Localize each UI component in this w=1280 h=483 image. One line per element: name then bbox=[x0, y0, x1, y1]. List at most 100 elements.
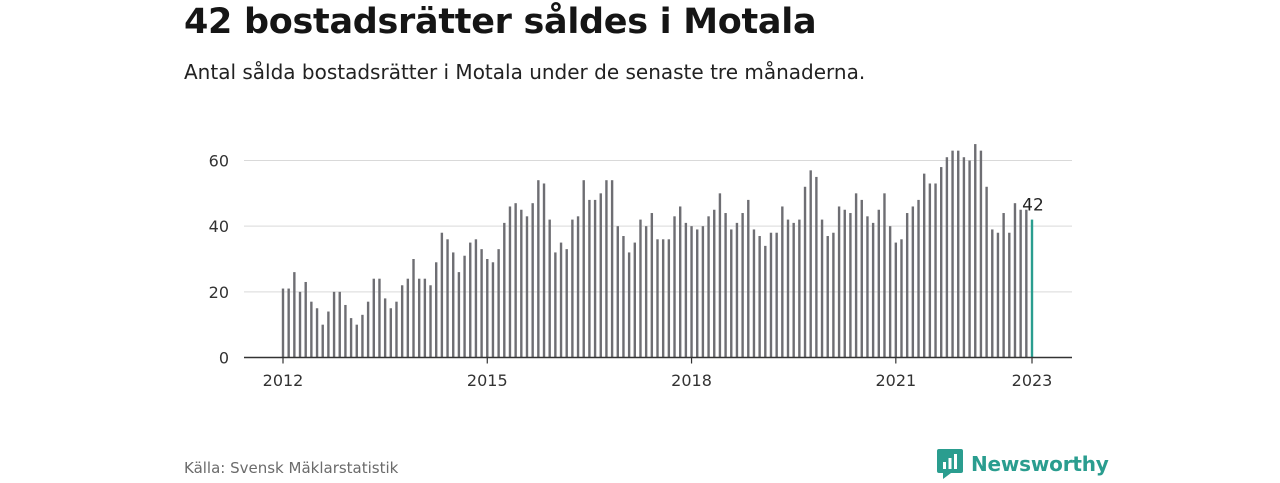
bar bbox=[922, 173, 926, 358]
source-note: Källa: Svensk Mäklarstatistik bbox=[184, 459, 399, 477]
bar bbox=[644, 226, 648, 358]
x-tick-label: 2012 bbox=[263, 371, 304, 390]
bar bbox=[429, 285, 432, 358]
bar bbox=[542, 183, 546, 358]
bar bbox=[593, 199, 597, 358]
bar bbox=[639, 219, 642, 358]
bar-highlight bbox=[1030, 219, 1034, 358]
bar bbox=[559, 242, 563, 358]
bar bbox=[888, 226, 892, 358]
bar bbox=[690, 226, 693, 358]
bar bbox=[281, 288, 285, 358]
bar bbox=[917, 199, 920, 358]
bar bbox=[372, 278, 375, 358]
bar bbox=[741, 213, 744, 358]
chart-subtitle: Antal sålda bostadsrätter i Motala under… bbox=[184, 60, 866, 84]
bar bbox=[469, 242, 472, 358]
bar bbox=[616, 226, 619, 358]
bar bbox=[525, 216, 529, 358]
bar bbox=[287, 288, 290, 358]
bar bbox=[412, 259, 415, 358]
bar bbox=[327, 311, 330, 358]
bar bbox=[985, 186, 988, 358]
bar bbox=[310, 301, 313, 358]
bars bbox=[281, 144, 1034, 358]
bar bbox=[1002, 213, 1005, 358]
bar bbox=[1008, 232, 1011, 358]
y-tick-label: 60 bbox=[209, 152, 229, 171]
bar bbox=[735, 222, 739, 358]
bar bbox=[803, 186, 807, 358]
bar bbox=[480, 249, 483, 358]
bar bbox=[991, 229, 994, 358]
x-tick-label: 2021 bbox=[875, 371, 916, 390]
bar bbox=[940, 167, 943, 358]
x-axis bbox=[244, 356, 1072, 364]
bar bbox=[423, 278, 427, 358]
bar bbox=[752, 229, 756, 358]
bar bbox=[730, 229, 733, 358]
bar bbox=[667, 239, 671, 358]
bar bbox=[764, 245, 767, 358]
bar bbox=[338, 291, 341, 358]
bar bbox=[775, 232, 778, 358]
x-tick-label: 2023 bbox=[1012, 371, 1053, 390]
bar bbox=[894, 242, 898, 358]
bar bbox=[968, 160, 971, 358]
bar bbox=[452, 252, 455, 358]
bar bbox=[883, 193, 886, 358]
bar bbox=[718, 193, 722, 358]
bar bbox=[707, 216, 710, 358]
bar bbox=[650, 213, 654, 358]
bar bbox=[576, 216, 580, 358]
bar bbox=[849, 213, 852, 358]
bar bbox=[747, 199, 750, 358]
brand-logo: Newsworthy bbox=[937, 449, 1109, 479]
bar bbox=[792, 222, 795, 358]
bar bbox=[293, 272, 296, 358]
bar bbox=[383, 298, 387, 358]
bar bbox=[497, 249, 500, 358]
bar bbox=[758, 236, 761, 358]
bar bbox=[406, 278, 410, 358]
bar bbox=[786, 219, 790, 358]
bar bbox=[457, 272, 461, 358]
bar bbox=[679, 206, 682, 358]
bar bbox=[661, 239, 665, 358]
bar bbox=[537, 180, 540, 358]
bar bbox=[554, 252, 557, 358]
y-tick-label: 40 bbox=[209, 217, 229, 236]
bar bbox=[304, 281, 307, 358]
bar bbox=[934, 183, 937, 358]
bar bbox=[843, 209, 846, 358]
last-value-label: 42 bbox=[1022, 196, 1044, 216]
x-tick-label: 2018 bbox=[671, 371, 712, 390]
bar bbox=[395, 301, 398, 358]
bar bbox=[962, 157, 966, 358]
bar bbox=[588, 199, 591, 358]
bar bbox=[605, 180, 608, 358]
bar bbox=[571, 219, 574, 358]
bar bbox=[974, 144, 977, 358]
bar bbox=[781, 206, 784, 358]
bar bbox=[633, 242, 636, 358]
bar bbox=[826, 236, 829, 358]
bar bbox=[866, 216, 869, 358]
bar bbox=[837, 206, 841, 358]
bar bbox=[514, 203, 517, 358]
annotations: 42 bbox=[1022, 196, 1044, 216]
bar bbox=[599, 193, 602, 358]
bar bbox=[871, 222, 875, 358]
bar bbox=[298, 291, 302, 358]
bar bbox=[520, 209, 523, 358]
bar bbox=[673, 216, 676, 358]
newsworthy-logo-icon bbox=[937, 449, 963, 479]
bar bbox=[378, 278, 381, 358]
y-tick-label: 0 bbox=[219, 349, 229, 368]
bar bbox=[491, 262, 495, 358]
bar bbox=[355, 324, 358, 358]
bar bbox=[696, 229, 699, 358]
bar bbox=[435, 262, 438, 358]
bar bbox=[724, 213, 727, 358]
